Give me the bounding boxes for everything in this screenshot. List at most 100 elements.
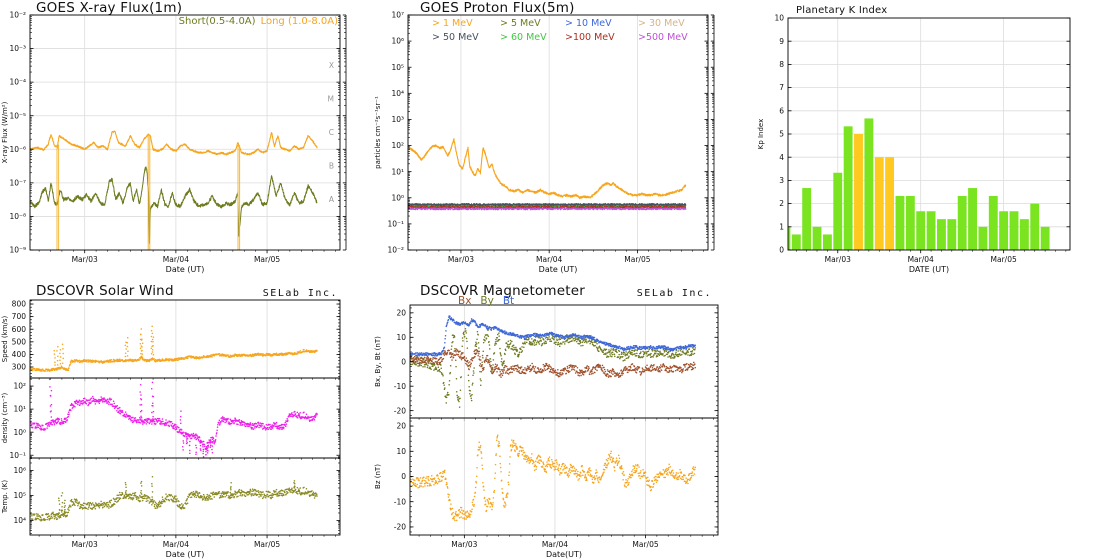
svg-text:700: 700 [12,312,27,321]
svg-text:10³: 10³ [391,115,404,124]
svg-text:20: 20 [396,308,406,317]
svg-text:Mar/03: Mar/03 [448,255,474,264]
svg-text:-10: -10 [394,382,406,391]
svg-text:600: 600 [12,325,27,334]
chart-title: DSCOVR Magnetometer [420,283,585,299]
svg-text:10⁴: 10⁴ [391,89,404,98]
chart-dscovr-solar-wind: 300 400 500 600 700 800 Speed (km/s) 10² 10¹ 10⁰ 1… [0,280,365,559]
svg-text:300: 300 [12,363,27,372]
svg-text:10¹: 10¹ [391,167,404,176]
legend-item: Long (1.0-8.0A) [260,16,338,27]
magnetometer-legend: Bx By Bt [458,295,514,307]
chart-title: Planetary K Index [796,5,888,16]
svg-text:Mar/04: Mar/04 [163,255,189,264]
proton-legend: > 1 MeV > 5 MeV > 10 MeV > 30 MeV > 50 MeV > … [432,17,708,45]
svg-text:Temp. (K): Temp. (K) [1,480,9,514]
svg-text:particles cm⁻²s⁻¹sr⁻¹: particles cm⁻²s⁻¹sr⁻¹ [374,96,382,169]
k-index-plot: 0 1 2 3 4 5 6 7 8 9 10 Kp Index Mar/03 Mar/04 Mar/05 DA… [757,14,1071,274]
svg-text:10⁶: 10⁶ [13,466,26,475]
svg-text:10⁰: 10⁰ [391,193,404,202]
svg-text:10⁻¹: 10⁻¹ [9,451,26,460]
svg-text:10⁻¹: 10⁻¹ [387,219,404,228]
chart-goes-xray-flux: 10⁻² 10⁻³ 10⁻⁴ 10⁻⁵ 10⁻⁶ 10⁻⁷ 10⁻⁸ 10⁻⁹ X-ray Fl… [0,0,365,278]
legend-item: > 50 MeV [432,31,479,43]
svg-text:10⁴: 10⁴ [13,516,26,525]
legend-item: > 1 MeV [432,18,473,29]
svg-text:Bx, By, Bt (nT): Bx, By, Bt (nT) [374,336,382,387]
svg-text:Date(UT): Date(UT) [546,550,582,559]
legend-item: Bt [502,295,515,307]
legend-item: > 30 MeV [638,18,685,29]
chart-title: DSCOVR Solar Wind [36,283,174,299]
svg-text:DATE (UT): DATE (UT) [909,265,949,274]
magnetometer-plot: 20 10 0 -10 -20 Bx, By, Bt (nT) 20 10 0 -10 -20 Bz … [374,304,719,559]
svg-text:Mar/04: Mar/04 [542,540,568,549]
chart-goes-proton-flux: 10⁷ 10⁶ 10⁵ 10⁴ 10³ 10² 10¹ 10⁰ 10⁻¹ 10⁻² particle… [370,0,740,278]
svg-text:-10: -10 [394,497,406,506]
chart-title: GOES Proton Flux(5m) [420,0,575,16]
svg-text:10: 10 [774,14,784,23]
svg-text:-20: -20 [394,523,406,532]
legend-item: >500 MeV [638,31,688,43]
svg-text:10⁻⁷: 10⁻⁷ [9,178,26,187]
svg-text:C: C [329,128,334,137]
svg-text:800: 800 [12,300,27,309]
legend-item: By [480,295,494,307]
svg-text:Date (UT): Date (UT) [539,265,578,274]
svg-text:5: 5 [779,130,784,139]
legend-item: >100 MeV [565,31,615,43]
svg-text:X: X [329,61,334,70]
svg-text:Speed (km/s): Speed (km/s) [1,315,9,362]
branding-label: SELab Inc. [262,288,338,299]
svg-text:10²: 10² [391,141,404,150]
legend-item: > 10 MeV [565,18,612,29]
chart-planetary-k-index: 0 1 2 3 4 5 6 7 8 9 10 Kp Index Mar/03 Mar/04 Mar/05 DA… [750,0,1106,278]
svg-text:M: M [328,94,334,103]
svg-text:10¹: 10¹ [13,405,26,414]
svg-text:0: 0 [401,472,406,481]
svg-text:Mar/05: Mar/05 [632,540,658,549]
branding-label: SELab Inc. [636,288,712,299]
proton-flux-plot: 10⁷ 10⁶ 10⁵ 10⁴ 10³ 10² 10¹ 10⁰ 10⁻¹ 10⁻² particle… [374,11,715,274]
svg-text:Date (UT): Date (UT) [166,550,205,559]
legend-item: Bx [458,295,472,307]
svg-text:10⁶: 10⁶ [391,37,404,46]
svg-text:10⁵: 10⁵ [13,491,26,500]
svg-text:10⁻⁵: 10⁻⁵ [9,111,26,120]
svg-text:Mar/05: Mar/05 [254,540,280,549]
svg-text:10⁻⁶: 10⁻⁶ [9,145,26,154]
svg-text:10²: 10² [13,382,26,391]
svg-text:Mar/03: Mar/03 [825,255,851,264]
svg-text:2: 2 [779,199,784,208]
svg-text:0: 0 [779,246,784,255]
xray-legend: Short(0.5-4.0A) Long (1.0-8.0A) [30,16,338,27]
svg-text:Mar/03: Mar/03 [451,540,477,549]
svg-text:-20: -20 [394,406,406,415]
chart-title: GOES X-ray Flux(1m) [36,0,183,16]
svg-text:10⁻⁹: 10⁻⁹ [9,246,26,255]
svg-text:1: 1 [779,222,784,231]
svg-text:10⁻²: 10⁻² [9,11,26,20]
svg-text:7: 7 [779,83,784,92]
svg-text:10: 10 [396,447,406,456]
svg-text:B: B [329,162,334,171]
svg-text:Mar/04: Mar/04 [908,255,934,264]
svg-text:0: 0 [401,357,406,366]
svg-text:Mar/03: Mar/03 [72,540,98,549]
svg-text:9: 9 [779,37,784,46]
svg-text:3: 3 [779,176,784,185]
svg-text:10⁻⁸: 10⁻⁸ [9,212,26,221]
svg-text:10⁻³: 10⁻³ [9,44,26,53]
svg-text:6: 6 [779,106,784,115]
svg-text:X-ray Flux (W/m²): X-ray Flux (W/m²) [1,101,9,163]
svg-text:4: 4 [779,153,784,162]
svg-text:Mar/05: Mar/05 [624,255,650,264]
svg-text:Mar/05: Mar/05 [991,255,1017,264]
svg-text:500: 500 [12,337,27,346]
legend-item: > 60 MeV [500,31,547,43]
xray-flux-plot: 10⁻² 10⁻³ 10⁻⁴ 10⁻⁵ 10⁻⁶ 10⁻⁷ 10⁻⁸ 10⁻⁹ X-ray Fl… [1,11,347,274]
legend-item: Short(0.5-4.0A) [178,16,256,27]
svg-text:Mar/04: Mar/04 [536,255,562,264]
